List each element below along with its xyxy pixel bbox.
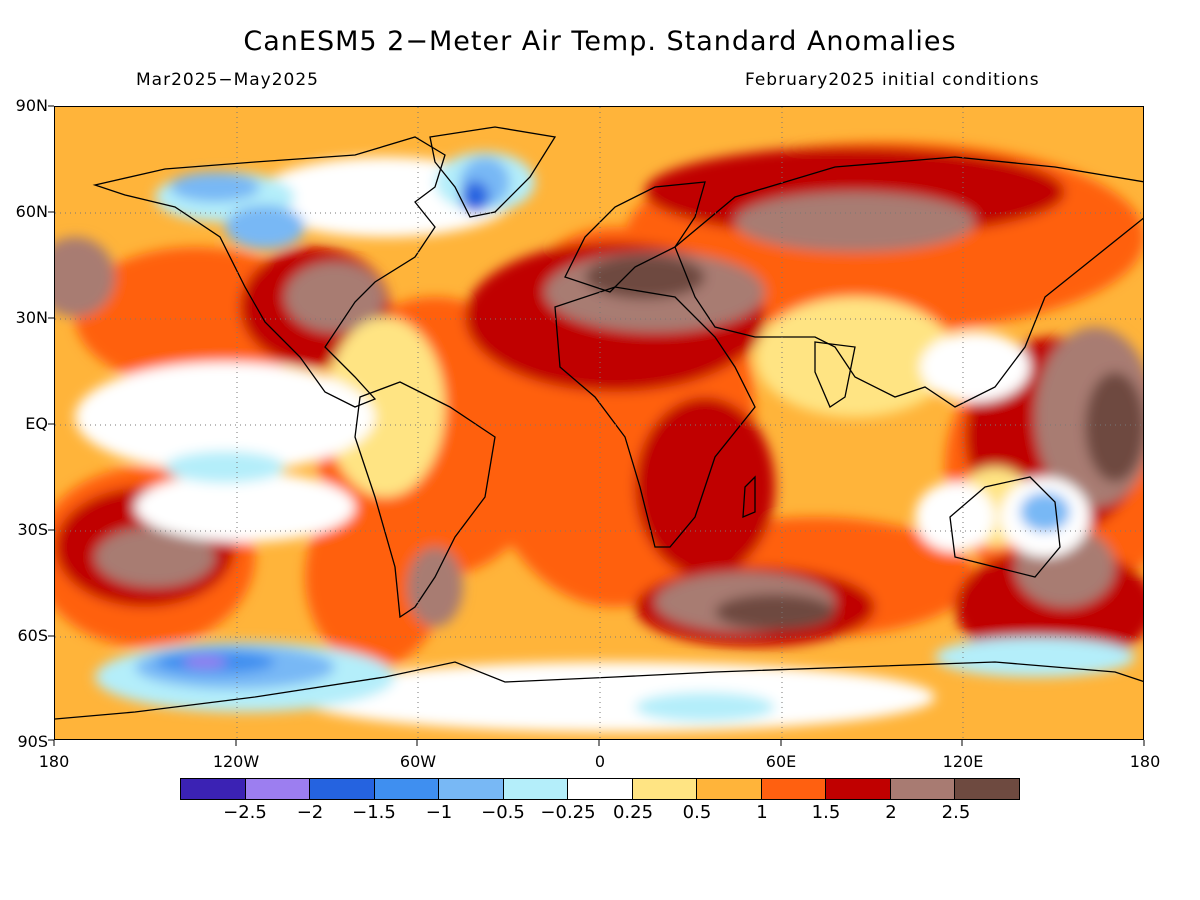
- legend-label: 0.25: [612, 802, 654, 823]
- legend-color-box: [955, 779, 1019, 799]
- anomaly-patches: [55, 142, 1143, 732]
- legend-color-box: [181, 779, 246, 799]
- initial-conditions: February2025 initial conditions: [745, 70, 1040, 90]
- legend-label: 1: [756, 802, 768, 823]
- legend-color-box: [310, 779, 375, 799]
- color-legend: [180, 778, 1020, 800]
- legend-label: 1.5: [811, 802, 841, 823]
- lon-label-120w: 120W: [212, 752, 260, 771]
- lon-label-60e: 60E: [765, 752, 797, 771]
- legend-color-box: [890, 779, 956, 799]
- lon-label-120e: 120E: [942, 752, 984, 771]
- lon-label-60w: 60W: [399, 752, 437, 771]
- legend-color-box: [439, 779, 504, 799]
- lat-label-eq: EQ: [25, 414, 48, 433]
- lat-label-30n: 30N: [15, 308, 48, 327]
- lat-label-60n: 60N: [15, 202, 48, 221]
- legend-label: −2.5: [223, 802, 267, 823]
- lat-label-90n: 90N: [15, 96, 48, 115]
- map-title: CanESM5 2−Meter Air Temp. Standard Anoma…: [243, 26, 957, 57]
- legend-label: 2: [885, 802, 897, 823]
- legend-color-box: [697, 779, 762, 799]
- legend-color-box: [632, 779, 698, 799]
- legend-label: −2: [296, 802, 324, 823]
- legend-label: −1: [425, 802, 453, 823]
- legend-color-box: [826, 779, 891, 799]
- lon-label-180w: 180: [38, 752, 70, 771]
- anomaly-field: [55, 107, 1143, 739]
- lon-label-0: 0: [594, 752, 606, 771]
- legend-color-box: [568, 779, 633, 799]
- lat-label-60s: 60S: [17, 626, 48, 645]
- legend-color-box: [245, 779, 311, 799]
- legend-label: −0.25: [540, 802, 596, 823]
- legend-color-box: [374, 779, 440, 799]
- legend-label: −0.5: [481, 802, 525, 823]
- legend-label: 0.5: [682, 802, 712, 823]
- legend-color-box: [503, 779, 569, 799]
- lat-label-30s: 30S: [17, 520, 48, 539]
- legend-label: −1.5: [352, 802, 396, 823]
- lat-label-90s: 90S: [17, 732, 48, 751]
- legend-color-box: [761, 779, 827, 799]
- forecast-period: Mar2025−May2025: [136, 70, 319, 90]
- anomaly-map: [54, 106, 1144, 740]
- lon-label-180e: 180: [1129, 752, 1161, 771]
- legend-label: 2.5: [941, 802, 971, 823]
- graticule: [55, 107, 1143, 739]
